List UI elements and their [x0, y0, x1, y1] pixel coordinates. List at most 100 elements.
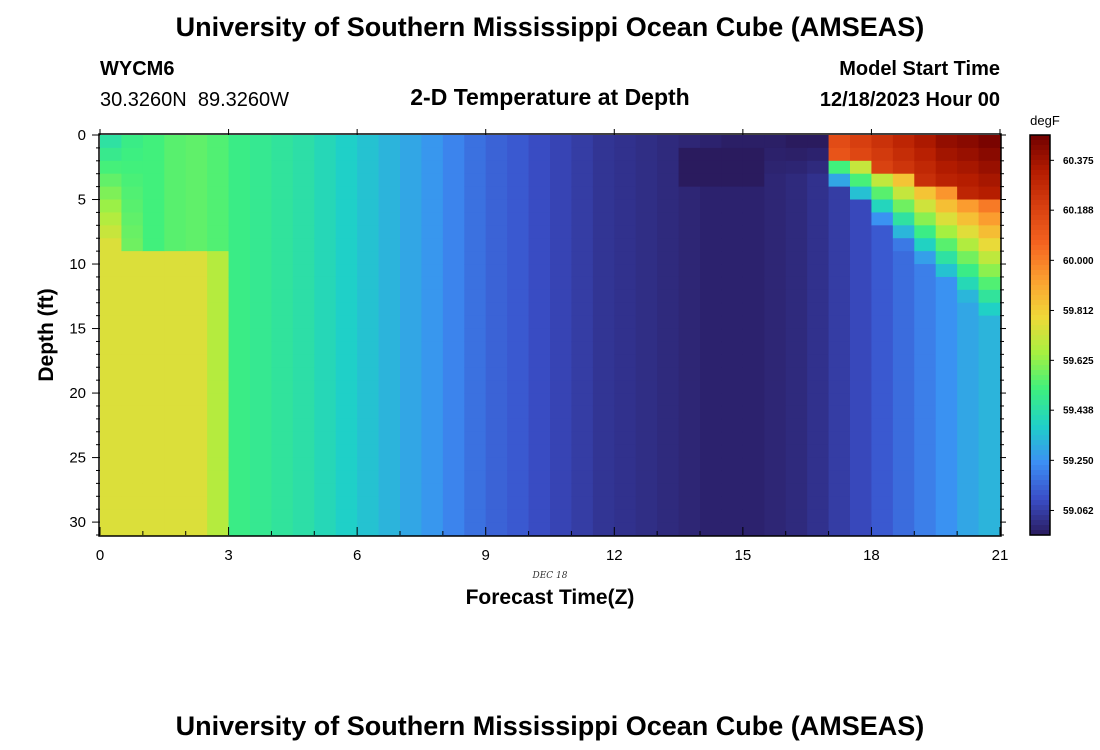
heatmap-cell	[571, 225, 594, 239]
heatmap-cell	[785, 457, 808, 472]
station-id: WYCM6	[100, 58, 174, 80]
heatmap-cell	[785, 135, 808, 149]
heatmap-cell	[721, 509, 744, 523]
heatmap-cell	[592, 212, 615, 226]
heatmap-cell	[164, 405, 187, 420]
heatmap-cell	[185, 367, 208, 381]
colorbar-segment	[1030, 315, 1050, 321]
heatmap-cell	[485, 135, 508, 149]
heatmap-cell	[892, 147, 915, 162]
heatmap-cell	[442, 341, 465, 355]
heatmap-cell	[228, 225, 251, 239]
heatmap-cell	[892, 160, 915, 175]
heatmap-cell	[700, 289, 723, 304]
y-tick-label: 25	[69, 450, 86, 467]
heatmap-cell	[700, 186, 723, 201]
heatmap-cell	[614, 380, 637, 394]
heatmap-cell	[421, 509, 444, 523]
heatmap-cell	[635, 147, 658, 162]
heatmap-cell	[614, 431, 637, 446]
heatmap-cell	[164, 225, 187, 239]
heatmap-cell	[978, 238, 1001, 252]
heatmap-cell	[550, 444, 573, 459]
heatmap-cell	[721, 393, 744, 407]
heatmap-cell	[871, 328, 894, 343]
heatmap-cell	[764, 186, 787, 201]
heatmap-cell	[292, 160, 315, 175]
heatmap-cell	[614, 276, 637, 291]
heatmap-cell	[571, 444, 594, 459]
colorbar-segment	[1030, 260, 1050, 266]
heatmap-cell	[121, 264, 144, 278]
heatmap-cell	[571, 431, 594, 446]
model-start-label: Model Start Time	[839, 58, 1000, 80]
heatmap-cell	[314, 225, 337, 239]
heatmap-cell	[485, 431, 508, 446]
heatmap-cell	[507, 225, 530, 239]
heatmap-cell	[442, 457, 465, 472]
heatmap-cell	[571, 276, 594, 291]
heatmap-cell	[121, 225, 144, 239]
heatmap-cell	[978, 264, 1001, 278]
heatmap-cell	[892, 367, 915, 381]
heatmap-cell	[657, 354, 680, 368]
heatmap-cell	[528, 302, 551, 317]
heatmap-cell	[100, 147, 123, 162]
heatmap-cell	[892, 225, 915, 239]
heatmap-cell	[978, 315, 1001, 330]
heatmap-cell	[550, 522, 573, 536]
heatmap-cell	[678, 186, 701, 201]
colorbar-segment	[1030, 505, 1050, 511]
heatmap-cell	[100, 522, 123, 536]
heatmap-cell	[271, 328, 294, 343]
heatmap-cell	[700, 251, 723, 265]
heatmap-cell	[292, 251, 315, 265]
heatmap-cell	[700, 431, 723, 446]
heatmap-cell	[828, 470, 851, 484]
heatmap-cell	[421, 444, 444, 459]
heatmap-cell	[485, 173, 508, 188]
heatmap-cell	[807, 147, 830, 162]
heatmap-cell	[228, 483, 251, 497]
heatmap-cell	[828, 135, 851, 149]
heatmap-cell	[464, 405, 487, 420]
heatmap-cell	[378, 367, 401, 381]
heatmap-cell	[721, 147, 744, 162]
heatmap-cell	[100, 315, 123, 330]
heatmap-cell	[228, 328, 251, 343]
heatmap-cell	[100, 251, 123, 265]
y-tick-label: 0	[78, 127, 86, 144]
heatmap-cell	[421, 431, 444, 446]
heatmap-cell	[100, 264, 123, 278]
heatmap-cell	[507, 199, 530, 214]
colorbar-segment	[1030, 360, 1050, 366]
heatmap-cell	[421, 418, 444, 433]
heatmap-cell	[271, 354, 294, 368]
heatmap-cell	[935, 264, 958, 278]
heatmap-cell	[850, 302, 873, 317]
colorbar-segment	[1030, 350, 1050, 356]
heatmap-cell	[507, 354, 530, 368]
heatmap-cell	[164, 522, 187, 536]
heatmap-cell	[764, 135, 787, 149]
heatmap-cell	[721, 135, 744, 149]
heatmap-cell	[657, 341, 680, 355]
heatmap-cell	[892, 251, 915, 265]
colorbar-tick-label: 60.188	[1063, 206, 1094, 217]
heatmap-cell	[400, 483, 423, 497]
heatmap-cell	[614, 328, 637, 343]
heatmap-cell	[485, 522, 508, 536]
heatmap-cell	[764, 212, 787, 226]
heatmap-cell	[550, 380, 573, 394]
heatmap-cell	[314, 444, 337, 459]
heatmap-cell	[957, 496, 980, 510]
heatmap-cell	[571, 405, 594, 420]
heatmap-cell	[292, 302, 315, 317]
heatmap-cell	[400, 212, 423, 226]
heatmap-cell	[400, 431, 423, 446]
heatmap-cell	[185, 457, 208, 472]
colorbar-tick-label: 59.250	[1063, 456, 1094, 467]
heatmap-cell	[442, 509, 465, 523]
heatmap-cell	[850, 483, 873, 497]
heatmap-cell	[164, 354, 187, 368]
